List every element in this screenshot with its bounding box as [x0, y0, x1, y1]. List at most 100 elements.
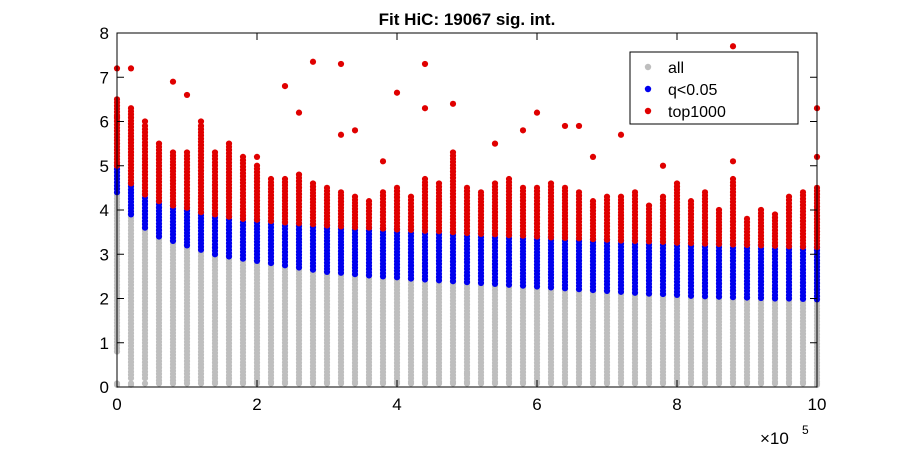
- data-point: [743, 380, 751, 387]
- data-point: [407, 193, 415, 200]
- data-point: [225, 140, 233, 147]
- data-point: [561, 184, 569, 191]
- data-point: [617, 193, 625, 200]
- data-point: [351, 193, 359, 200]
- data-point: [267, 175, 275, 183]
- data-point: [519, 380, 527, 387]
- legend-label: q<0.05: [668, 82, 717, 99]
- data-point: [337, 380, 345, 387]
- data-point: [337, 131, 345, 138]
- data-point: [687, 198, 695, 205]
- data-point: [673, 180, 681, 187]
- data-point: [575, 122, 583, 130]
- data-point: [169, 380, 177, 387]
- data-point: [505, 175, 513, 183]
- series-all: [113, 189, 821, 388]
- data-point: [729, 380, 737, 387]
- data-point: [463, 380, 471, 387]
- data-point: [267, 380, 275, 387]
- data-point: [687, 380, 695, 387]
- data-point: [491, 180, 499, 187]
- x-axis: 0 2 4 6 8 10: [112, 33, 826, 414]
- y-tick-label: 7: [100, 68, 109, 87]
- data-point: [575, 189, 583, 196]
- data-point: [743, 215, 751, 222]
- data-point: [435, 180, 443, 187]
- data-point: [659, 380, 667, 387]
- data-point: [631, 380, 639, 387]
- legend-label: all: [668, 60, 684, 77]
- data-point: [295, 171, 303, 178]
- data-point: [127, 105, 135, 112]
- data-point: [645, 380, 653, 387]
- data-point: [547, 380, 555, 387]
- data-point: [183, 380, 191, 387]
- data-point: [337, 189, 345, 196]
- legend-label: top1000: [668, 104, 726, 121]
- data-point: [183, 149, 191, 156]
- data-point: [785, 380, 793, 387]
- data-point: [435, 380, 443, 387]
- data-point: [379, 158, 387, 165]
- data-point: [309, 58, 317, 65]
- data-point: [715, 206, 723, 214]
- data-point: [729, 158, 737, 165]
- data-point: [785, 193, 793, 200]
- data-point: [323, 380, 331, 387]
- data-point: [449, 149, 457, 156]
- x-axis-multiplier-exponent: 5: [802, 423, 809, 437]
- data-point: [141, 118, 149, 125]
- x-tick-label: 8: [672, 395, 681, 414]
- data-point: [463, 184, 471, 191]
- data-point: [757, 206, 765, 214]
- data-point: [519, 184, 527, 191]
- data-point: [169, 78, 177, 85]
- x-tick-label: 6: [532, 395, 541, 414]
- data-point: [169, 149, 177, 156]
- data-point: [393, 184, 401, 191]
- series-top1000: [113, 43, 821, 251]
- data-point: [253, 162, 261, 169]
- data-point: [659, 193, 667, 200]
- data-point: [351, 380, 359, 387]
- data-point: [197, 122, 205, 130]
- x-tick-label: 4: [392, 395, 401, 414]
- data-point: [701, 380, 709, 387]
- y-tick-label: 6: [100, 113, 109, 132]
- data-point: [589, 198, 597, 205]
- plot-marks: [113, 43, 821, 388]
- data-point: [771, 211, 779, 218]
- data-point: [533, 109, 541, 116]
- data-point: [659, 162, 667, 169]
- legend-marker: [644, 85, 652, 93]
- y-tick-label: 1: [100, 334, 109, 353]
- data-point: [561, 380, 569, 387]
- data-point: [519, 127, 527, 134]
- data-point: [197, 380, 205, 387]
- chart-title: Fit HiC: 19067 sig. int.: [379, 10, 556, 29]
- data-point: [799, 380, 807, 387]
- data-point: [155, 140, 163, 147]
- data-point: [309, 180, 317, 187]
- data-point: [239, 153, 247, 160]
- data-point: [365, 198, 373, 205]
- data-point: [197, 118, 205, 125]
- data-point: [729, 175, 737, 183]
- data-point: [463, 370, 471, 377]
- data-point: [491, 380, 499, 387]
- data-point: [617, 131, 625, 138]
- data-point: [379, 189, 387, 196]
- data-point: [281, 83, 289, 90]
- data-point: [365, 380, 373, 387]
- data-point: [253, 153, 261, 160]
- data-point: [449, 380, 457, 387]
- data-point: [421, 175, 429, 183]
- data-point: [183, 91, 191, 99]
- data-point: [729, 43, 737, 50]
- data-point: [771, 380, 779, 387]
- data-point: [533, 184, 541, 191]
- data-point: [281, 175, 289, 183]
- y-tick-label: 0: [100, 378, 109, 397]
- data-point: [575, 380, 583, 387]
